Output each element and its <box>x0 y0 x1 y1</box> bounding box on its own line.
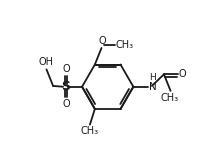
Text: CH₃: CH₃ <box>80 126 98 136</box>
Text: OH: OH <box>39 57 54 67</box>
Text: O: O <box>63 64 70 74</box>
Text: H: H <box>150 73 156 82</box>
Text: O: O <box>179 69 186 79</box>
Text: N: N <box>149 82 157 92</box>
Text: CH₃: CH₃ <box>115 40 133 51</box>
Text: CH₃: CH₃ <box>161 93 179 103</box>
Text: O: O <box>63 99 70 109</box>
Text: O: O <box>99 36 106 46</box>
Text: S: S <box>61 80 70 93</box>
